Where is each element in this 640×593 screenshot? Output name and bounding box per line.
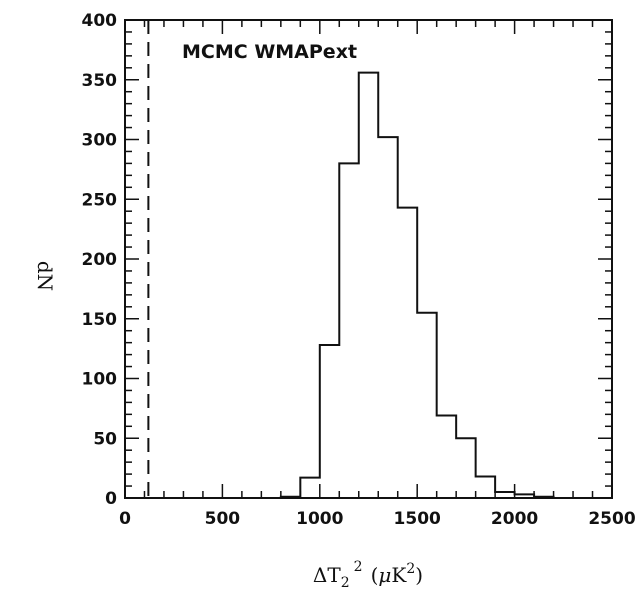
x-tick-label: 1000 bbox=[296, 509, 343, 529]
x-tick-label: 500 bbox=[205, 509, 241, 529]
x-tick-label: 2000 bbox=[491, 509, 538, 529]
plot-frame bbox=[124, 19, 613, 499]
y-tick-label: 50 bbox=[93, 429, 117, 449]
annotation-label: MCMC WMAPext bbox=[182, 41, 357, 63]
x-tick-label: 0 bbox=[119, 509, 131, 529]
histogram-series-line bbox=[125, 71, 612, 499]
x-tick-label: 2500 bbox=[588, 509, 635, 529]
y-tick-label: 300 bbox=[82, 131, 118, 151]
y-axis-label: dN bbox=[33, 261, 57, 291]
x-axis-label: ΔT22 (μK2) bbox=[313, 559, 423, 591]
x-tick-label: 1500 bbox=[394, 509, 441, 529]
y-tick-label: 350 bbox=[82, 71, 118, 91]
y-tick-label: 150 bbox=[82, 310, 118, 330]
y-tick-label: 0 bbox=[105, 489, 117, 509]
y-tick-label: 100 bbox=[82, 370, 118, 390]
axis-ticks bbox=[124, 19, 613, 499]
y-tick-label: 200 bbox=[82, 250, 118, 270]
y-tick-label: 250 bbox=[82, 190, 118, 210]
axis-tick-labels: 0 500 1000 1500 2000 2500 0 50 100 150 200 250 300 35… bbox=[82, 11, 636, 529]
y-tick-label: 400 bbox=[82, 11, 118, 31]
